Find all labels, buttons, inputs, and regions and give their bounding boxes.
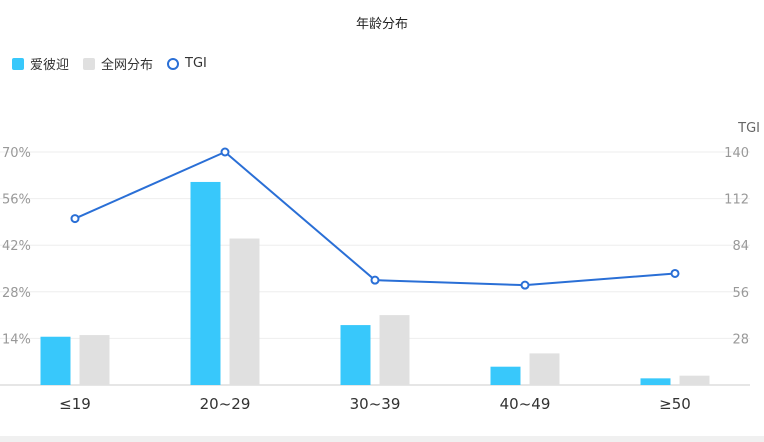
bar-airbnb: [640, 378, 671, 385]
x-tick-label: 20~29: [200, 395, 251, 413]
right-tick-label: 112: [724, 193, 749, 208]
legend-swatch-overall: [83, 57, 96, 70]
bar-overall: [679, 375, 710, 385]
x-tick-label: 30~39: [350, 395, 401, 413]
bar-airbnb: [490, 366, 521, 385]
tgi-point: [520, 280, 530, 290]
right-tick-label: 84: [732, 239, 749, 254]
bar-airbnb: [40, 336, 71, 385]
left-tick-label: 56%: [2, 193, 31, 208]
bar-overall: [379, 315, 410, 385]
legend-label-tgi: TGI: [185, 56, 207, 71]
right-tick-label: 56: [732, 286, 749, 301]
x-tick-label: ≥50: [659, 395, 691, 413]
legend-label-overall: 全网分布: [101, 58, 154, 73]
bar-overall: [529, 353, 560, 385]
left-tick-label: 28%: [2, 286, 31, 301]
legend-item-tgi[interactable]: TGI: [167, 56, 207, 71]
tgi-point: [370, 275, 380, 285]
tgi-line: [74, 150, 676, 287]
tgi-point: [220, 147, 230, 157]
tgi-point: [70, 214, 80, 224]
bar-airbnb: [340, 325, 371, 385]
left-tick-label: 14%: [2, 332, 31, 347]
bar-overall: [79, 335, 110, 385]
right-tick-label: 28: [732, 332, 749, 347]
legend-circle-icon: [167, 57, 180, 70]
tgi-point: [670, 268, 680, 278]
legend-label-airbnb: 爱彼迎: [30, 58, 70, 73]
bar-overall: [229, 238, 260, 385]
x-tick-label: ≤19: [59, 395, 91, 413]
right-axis-label: TGI: [737, 121, 760, 136]
legend: 爱彼迎 全网分布 TGI: [12, 54, 221, 73]
bottom-strip: [0, 436, 764, 442]
left-tick-label: 42%: [2, 239, 31, 254]
right-tick-label: 140: [724, 146, 749, 161]
left-tick-label: 70%: [2, 146, 31, 161]
chart-title: 年龄分布: [355, 17, 408, 32]
bar-airbnb: [190, 181, 221, 385]
legend-swatch-airbnb: [12, 57, 24, 70]
x-tick-label: 40~49: [500, 395, 551, 413]
legend-item-airbnb[interactable]: 爱彼迎: [12, 54, 69, 73]
legend-item-overall[interactable]: 全网分布: [83, 54, 153, 73]
